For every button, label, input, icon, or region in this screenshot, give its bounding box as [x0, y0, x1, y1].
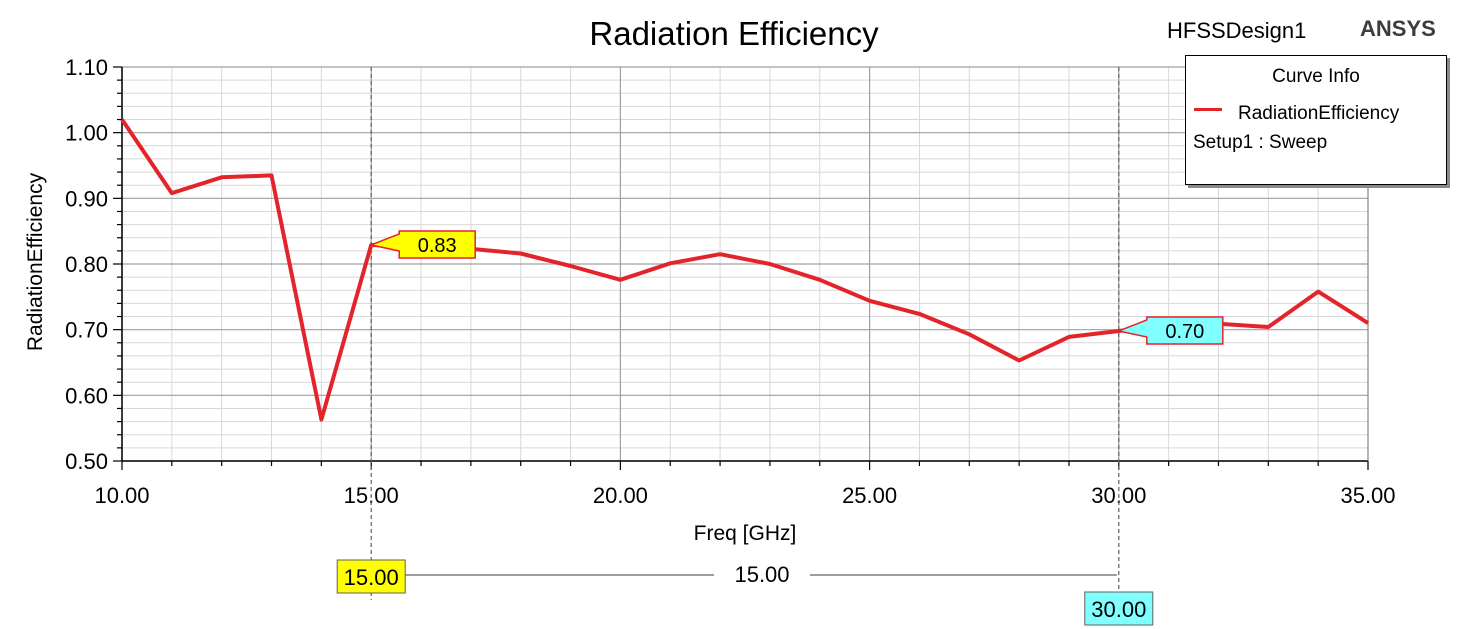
marker-callout [1116, 316, 1224, 345]
series-layer [120, 118, 1370, 422]
marker-x-label: 15.00 [344, 565, 399, 590]
curve-info-legend[interactable]: Curve Info RadiationEfficiency Setup1 : … [1185, 55, 1447, 185]
x-tick-label: 35.00 [1340, 483, 1395, 508]
design-name: HFSSDesign1 [1167, 18, 1306, 43]
y-tick-label: 0.80 [65, 252, 108, 277]
legend-series-swatch [1194, 108, 1222, 111]
y-tick-label: 0.90 [65, 186, 108, 211]
marker-delta: 15.00 15.00 30.00 [336, 559, 1154, 626]
y-tick-label: 1.00 [65, 121, 108, 146]
x-tick-label: 25.00 [842, 483, 897, 508]
y-tick-label: 1.10 [65, 55, 108, 80]
marker-x-label: 30.00 [1091, 597, 1146, 622]
x-tick-label: 20.00 [593, 483, 648, 508]
legend-series-name: RadiationEfficiency [1238, 103, 1400, 124]
marker-value-label: 0.70 [1165, 321, 1204, 343]
y-tick-label: 0.60 [65, 383, 108, 408]
x-axis-label: Freq [GHz] [694, 522, 797, 545]
legend-title: Curve Info [1272, 66, 1360, 87]
y-tick-label: 0.70 [65, 318, 108, 343]
legend-setup: Setup1 : Sweep [1193, 132, 1328, 153]
series-line-radiation-efficiency [120, 118, 1370, 422]
delta-label-bg [714, 562, 810, 588]
ansys-logo: ANSYS [1360, 16, 1436, 41]
y-tick-label: 0.50 [65, 449, 108, 474]
marker-lines [370, 67, 1120, 600]
y-axis-label: RadiationEfficiency [24, 172, 47, 351]
tick-labels: 10.00 15.00 20.00 25.00 30.00 35.000.500.600.… [65, 55, 1395, 508]
marker-value-label: 0.83 [418, 235, 457, 257]
marker-x-box [1084, 591, 1154, 626]
axes [113, 66, 1369, 470]
delta-value: 15.00 [734, 562, 789, 587]
grid [121, 66, 1369, 462]
marker-labels: 0.83 0.70 [368, 230, 1224, 345]
x-tick-label: 10.00 [94, 483, 149, 508]
chart-title: Radiation Efficiency [589, 15, 879, 52]
marker-callout [368, 230, 476, 259]
marker-x-box [336, 559, 406, 594]
